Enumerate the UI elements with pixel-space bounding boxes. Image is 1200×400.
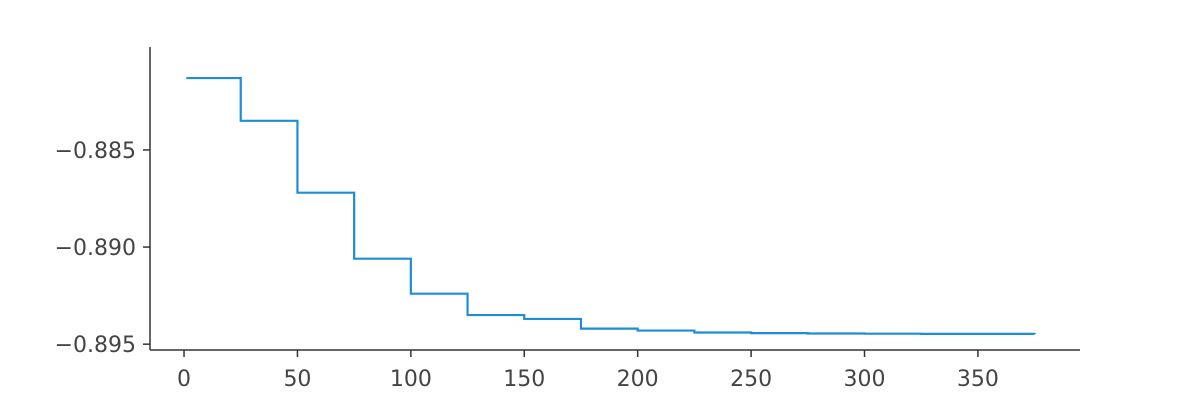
x-tick-label: 50 xyxy=(283,367,311,392)
x-tick-label: 100 xyxy=(390,367,432,392)
y-axis-ticks: −0.895 −0.890 −0.885 xyxy=(55,139,150,358)
series-line-0 xyxy=(186,76,1036,335)
series-layer xyxy=(186,76,1036,335)
x-tick-label: 300 xyxy=(844,367,886,392)
x-tick-label: 200 xyxy=(617,367,659,392)
x-tick-label: 350 xyxy=(957,367,999,392)
y-tick-label: −0.890 xyxy=(55,236,136,261)
x-tick-label: 150 xyxy=(503,367,545,392)
x-tick-label: 250 xyxy=(730,367,772,392)
y-tick-label: −0.895 xyxy=(55,333,136,358)
x-tick-label: 0 xyxy=(177,367,191,392)
y-tick-label: −0.885 xyxy=(55,139,136,164)
x-axis-ticks: 0 50 100 150 200 250 300 350 xyxy=(177,350,999,392)
